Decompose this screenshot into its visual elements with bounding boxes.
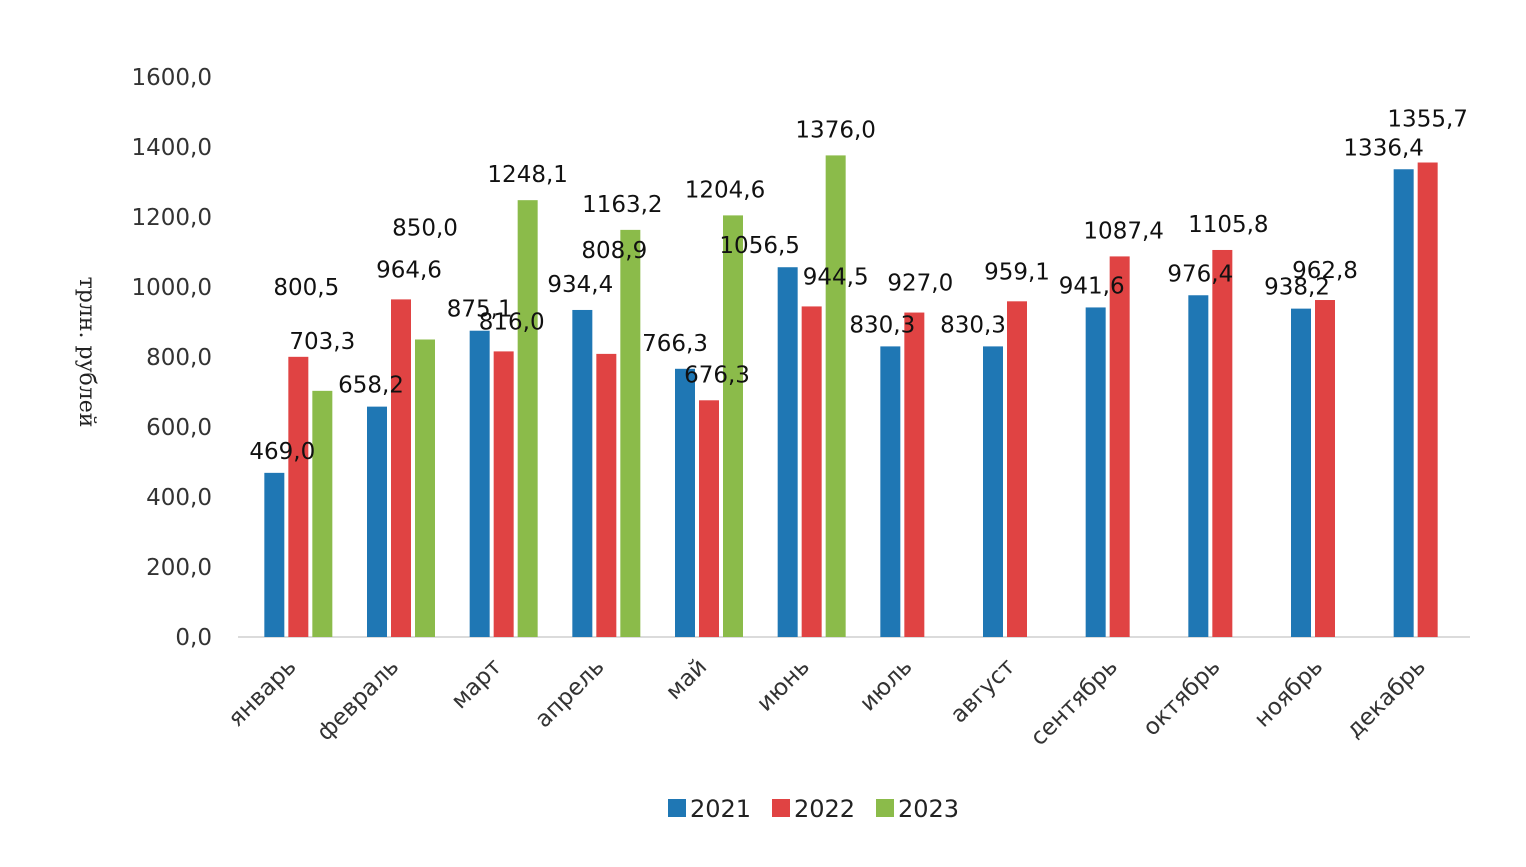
y-tick-label: 1000,0 (132, 275, 212, 301)
bar-2022-4 (699, 400, 719, 637)
y-tick-label: 400,0 (146, 485, 212, 511)
data-label-2022-0: 800,5 (273, 275, 339, 301)
bar-2021-5 (777, 267, 798, 637)
x-tick-label: апрель (530, 654, 609, 733)
x-tick-label: декабрь (1342, 654, 1431, 743)
y-axis-label: трлн. рублей (74, 277, 99, 428)
bar-2021-0 (264, 472, 285, 637)
bar-2023-5 (825, 155, 846, 637)
legend-label-2023: 2023 (898, 795, 959, 823)
data-label-2023-5: 1376,0 (795, 117, 875, 143)
bar-2023-0 (312, 390, 333, 637)
data-label-2022-7: 959,1 (984, 259, 1050, 285)
bar-2021-1 (367, 406, 387, 637)
data-label-2022-1: 964,6 (376, 257, 442, 283)
bar-2022-6 (904, 312, 925, 637)
data-label-2023-2: 1248,1 (487, 162, 567, 188)
legend-swatch-2023 (876, 799, 894, 817)
bar-2021-7 (983, 346, 1003, 637)
data-label-2021-9: 976,4 (1167, 261, 1233, 287)
data-label-2021-2: 875,1 (447, 297, 513, 323)
bar-2022-2 (493, 351, 514, 637)
data-label-2021-8: 941,6 (1059, 273, 1125, 299)
data-label-2021-11: 1336,4 (1343, 135, 1423, 161)
data-label-2022-5: 944,5 (803, 264, 869, 290)
bar-2022-10 (1315, 300, 1335, 637)
data-label-2022-11: 1355,7 (1387, 107, 1467, 133)
y-tick-label: 1200,0 (132, 205, 212, 231)
data-label-2022-2: 816,0 (479, 309, 545, 335)
y-tick-label: 200,0 (146, 555, 212, 581)
legend-label-2022: 2022 (794, 795, 855, 823)
bar-2021-11 (1393, 169, 1414, 637)
x-tick-label: октябрь (1138, 654, 1225, 741)
bar-2023-1 (415, 339, 435, 637)
bar-2022-5 (801, 306, 822, 637)
x-tick-label: июль (855, 654, 918, 717)
bar-2021-10 (1291, 308, 1311, 637)
data-label-2023-3: 1163,2 (582, 192, 662, 218)
bar-2022-8 (1109, 256, 1130, 637)
x-tick-label: февраль (312, 654, 404, 746)
bar-2022-0 (288, 356, 309, 637)
data-label-2022-10: 962,8 (1292, 258, 1358, 284)
y-tick-label: 1400,0 (132, 135, 212, 161)
x-tick-label: август (946, 654, 1021, 729)
y-tick-label: 600,0 (146, 415, 212, 441)
bar-2022-7 (1007, 301, 1027, 637)
bar-2021-6 (880, 346, 901, 637)
data-label-2022-4: 676,3 (684, 362, 750, 388)
data-label-2021-10: 938,2 (1264, 275, 1330, 301)
data-label-2021-3: 934,4 (547, 272, 613, 298)
x-tick-label: июнь (752, 654, 815, 717)
data-label-2021-5: 1056,5 (719, 233, 799, 259)
legend-swatch-2022 (772, 799, 790, 817)
data-label-2021-1: 658,2 (338, 373, 404, 399)
data-label-2021-0: 469,0 (249, 439, 315, 465)
bar-2022-3 (596, 353, 617, 637)
data-label-2021-7: 830,3 (940, 312, 1006, 338)
data-label-2023-0: 703,3 (289, 329, 355, 355)
data-label-2022-3: 808,9 (581, 238, 647, 264)
data-label-2022-6: 927,0 (887, 271, 953, 297)
bar-2021-2 (469, 330, 490, 637)
x-tick-label: март (446, 654, 506, 714)
legend-swatch-2021 (668, 799, 686, 817)
bar-2021-9 (1188, 295, 1209, 637)
bar-2023-3 (620, 229, 641, 637)
data-label-2022-8: 1087,4 (1083, 218, 1163, 244)
bar-2021-8 (1085, 307, 1106, 637)
data-label-2023-1: 850,0 (392, 216, 458, 242)
bar-2023-4 (723, 215, 743, 637)
data-label-2021-4: 766,3 (642, 331, 708, 357)
x-tick-label: январь (223, 654, 301, 732)
data-label-2021-6: 830,3 (849, 312, 915, 338)
x-tick-label: ноябрь (1250, 654, 1329, 733)
bar-2021-4 (675, 368, 695, 637)
bar-2022-11 (1417, 162, 1438, 637)
data-label-2023-4: 1204,6 (685, 177, 765, 203)
bar-2022-9 (1212, 249, 1233, 637)
x-tick-label: сентябрь (1026, 654, 1123, 751)
y-tick-label: 800,0 (146, 345, 212, 371)
data-label-2022-9: 1105,8 (1188, 212, 1268, 238)
y-tick-label: 0,0 (175, 625, 212, 651)
bar-2022-1 (391, 299, 411, 637)
bar-2023-2 (517, 200, 538, 638)
legend-label-2021: 2021 (690, 795, 751, 823)
y-tick-label: 1600,0 (132, 65, 212, 91)
x-tick-label: май (661, 654, 712, 705)
bar-2021-3 (572, 309, 593, 637)
